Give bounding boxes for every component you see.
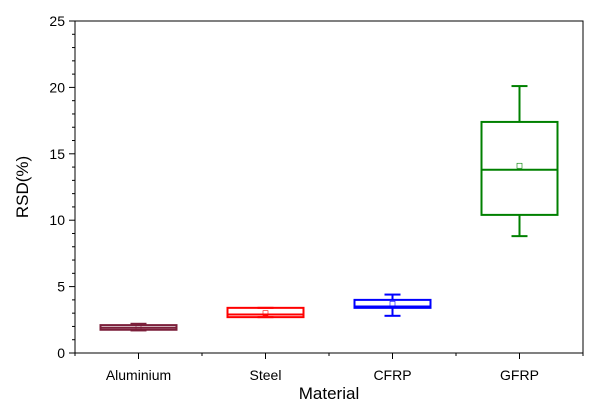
box-body <box>480 120 559 216</box>
x-tick-label: CFRP <box>373 367 411 383</box>
x-axis-title: Material <box>299 384 359 403</box>
y-tick-label: 15 <box>49 146 65 162</box>
x-tick-label: Aluminium <box>106 367 171 383</box>
x-tick-label: GFRP <box>500 367 539 383</box>
mean-marker <box>262 310 269 316</box>
box-cfrp <box>353 293 432 317</box>
plot-frame <box>74 20 584 354</box>
y-axis-title: RSD(%) <box>13 156 32 218</box>
box-body <box>226 306 305 319</box>
y-tick-label: 5 <box>57 279 65 295</box>
boxes-layer <box>99 85 559 332</box>
box-steel <box>226 306 305 319</box>
mean-marker <box>516 162 523 169</box>
ticks-layer: 0 5 10 15 20 25 Aluminium Steel CFRP GFRP <box>49 13 584 383</box>
y-tick-label: 20 <box>49 79 65 95</box>
mean-marker <box>135 324 142 331</box>
y-tick-label: 10 <box>49 212 65 228</box>
box-gfrp <box>480 85 559 238</box>
box-aluminium <box>99 322 178 332</box>
box-body <box>353 298 432 309</box>
y-tick-label: 0 <box>57 345 65 361</box>
x-tick-label: Steel <box>250 367 282 383</box>
mean-marker <box>389 301 396 307</box>
y-tick-label: 25 <box>49 13 65 29</box>
